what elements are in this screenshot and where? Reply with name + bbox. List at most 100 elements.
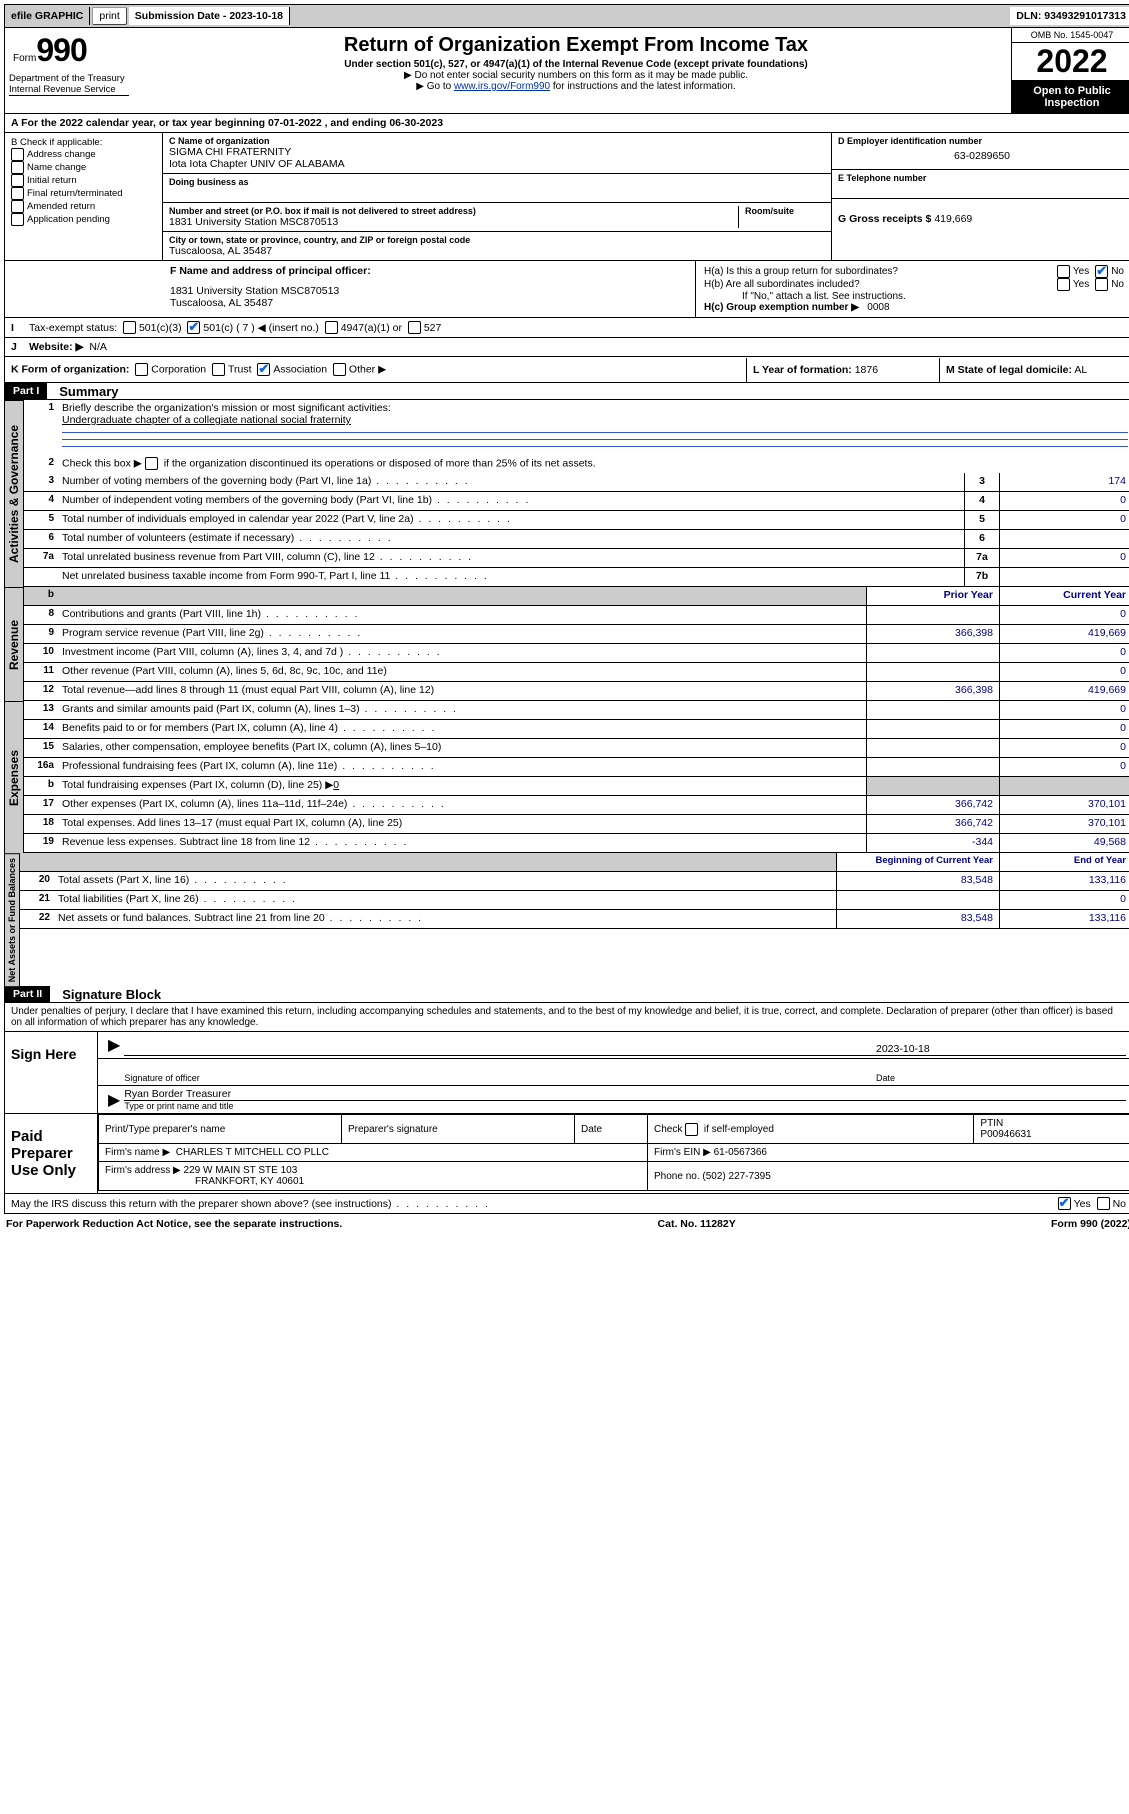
city-state-zip: City or town, state or province, country…	[163, 232, 831, 260]
form-subtitle: Under section 501(c), 527, or 4947(a)(1)…	[149, 59, 1003, 70]
part-1-header: Part I Summary	[4, 383, 1129, 400]
chk-discuss-no[interactable]	[1097, 1197, 1110, 1210]
l8: Contributions and grants (Part VIII, lin…	[58, 606, 866, 624]
arrow-icon-2: ▶	[104, 1090, 124, 1110]
chk-address-change[interactable]	[11, 148, 24, 161]
chk-trust[interactable]	[212, 363, 225, 376]
th-beginning: Beginning of Current Year	[836, 853, 999, 871]
h-preparer-sig: Preparer's signature	[342, 1115, 575, 1144]
l10: Investment income (Part VIII, column (A)…	[58, 644, 866, 662]
year-formation: L Year of formation: 1876	[746, 358, 939, 382]
l17: Other expenses (Part IX, column (A), lin…	[58, 796, 866, 814]
vtab-revenue: Revenue	[4, 587, 24, 701]
discuss-with-preparer: May the IRS discuss this return with the…	[4, 1194, 1129, 1214]
dept-treasury: Department of the Treasury Internal Reve…	[5, 71, 133, 95]
firm-address: Firm's address ▶ 229 W MAIN ST STE 103 F…	[99, 1162, 648, 1191]
chk-4947[interactable]	[325, 321, 338, 334]
street-address: Number and street (or P.O. box if mail i…	[163, 203, 831, 232]
l16a: Professional fundraising fees (Part IX, …	[58, 758, 866, 776]
l15: Salaries, other compensation, employee b…	[58, 739, 866, 757]
h-self-employed: Check if self-employed	[648, 1115, 974, 1144]
chk-ha-yes[interactable]	[1057, 265, 1070, 278]
v4: 0	[999, 492, 1129, 510]
tax-year: 2022	[1012, 43, 1129, 81]
l12: Total revenue—add lines 8 through 11 (mu…	[58, 682, 866, 700]
l9: Program service revenue (Part VIII, line…	[58, 625, 866, 643]
chk-corp[interactable]	[135, 363, 148, 376]
chk-501c3[interactable]	[123, 321, 136, 334]
omb-number: OMB No. 1545-0047	[1012, 28, 1129, 43]
v3: 174	[999, 473, 1129, 491]
l19: Revenue less expenses. Subtract line 18 …	[58, 834, 866, 852]
open-inspection: Open to Public Inspection	[1012, 81, 1129, 113]
note-link: ▶ Go to www.irs.gov/Form990 for instruct…	[149, 81, 1003, 92]
l3: Number of voting members of the governin…	[58, 473, 964, 491]
principal-officer: F Name and address of principal officer:…	[162, 261, 696, 317]
line-a-tax-year: A For the 2022 calendar year, or tax yea…	[4, 114, 1129, 133]
l20: Total assets (Part X, line 16)	[54, 872, 836, 890]
l21: Total liabilities (Part X, line 26)	[54, 891, 836, 909]
chk-discuss-yes[interactable]	[1058, 1197, 1071, 1210]
chk-final-return[interactable]	[11, 187, 24, 200]
h-preparer-name: Print/Type preparer's name	[99, 1115, 342, 1144]
note-ssn: ▶ Do not enter social security numbers o…	[149, 70, 1003, 81]
chk-initial-return[interactable]	[11, 174, 24, 187]
th-prior: Prior Year	[866, 587, 999, 605]
v5: 0	[999, 511, 1129, 529]
org-name: C Name of organization SIGMA CHI FRATERN…	[163, 133, 831, 174]
sig-officer-label: Signature of officer	[124, 1073, 868, 1083]
chk-other[interactable]	[333, 363, 346, 376]
h-a-label: H(a) Is this a group return for subordin…	[704, 266, 1057, 277]
h-c: H(c) Group exemption number ▶ 0008	[704, 302, 1124, 313]
chk-name-change[interactable]	[11, 161, 24, 174]
h-date: Date	[575, 1115, 648, 1144]
th-current: Current Year	[999, 587, 1129, 605]
chk-ha-no[interactable]	[1095, 265, 1108, 278]
l16b: Total fundraising expenses (Part IX, col…	[58, 777, 866, 795]
chk-discontinued[interactable]	[145, 457, 158, 470]
chk-527[interactable]	[408, 321, 421, 334]
l18: Total expenses. Add lines 13–17 (must eq…	[58, 815, 866, 833]
ein: D Employer identification number 63-0289…	[832, 133, 1129, 170]
officer-group-block: F Name and address of principal officer:…	[4, 261, 1129, 318]
line-i-tax-status: I Tax-exempt status: 501(c)(3) 501(c) ( …	[4, 318, 1129, 338]
telephone: E Telephone number	[832, 170, 1129, 199]
page-footer: For Paperwork Reduction Act Notice, see …	[4, 1214, 1129, 1234]
l7b: Net unrelated business taxable income fr…	[58, 568, 964, 586]
chk-application-pending[interactable]	[11, 213, 24, 226]
l22: Net assets or fund balances. Subtract li…	[54, 910, 836, 928]
sign-date: 2023-10-18	[868, 1043, 1126, 1056]
form-number: Form990	[5, 28, 141, 71]
l2: Check this box ▶ if the organization dis…	[58, 455, 1129, 473]
l13: Grants and similar amounts paid (Part IX…	[58, 701, 866, 719]
firm-name: Firm's name ▶ CHARLES T MITCHELL CO PLLC	[99, 1144, 648, 1162]
gross-receipts: G Gross receipts $ 419,669	[832, 199, 1129, 228]
chk-hb-yes[interactable]	[1057, 278, 1070, 291]
firm-ein: Firm's EIN ▶ 61-0567366	[648, 1144, 1129, 1162]
l5: Total number of individuals employed in …	[58, 511, 964, 529]
date-label: Date	[868, 1073, 1126, 1083]
l6: Total number of volunteers (estimate if …	[58, 530, 964, 548]
chk-assoc[interactable]	[257, 363, 270, 376]
top-bar: efile GRAPHIC print Submission Date - 20…	[4, 4, 1129, 28]
h-b-note: If "No," attach a list. See instructions…	[704, 291, 1124, 302]
part-2-header: Part II Signature Block	[4, 986, 1129, 1003]
chk-hb-no[interactable]	[1095, 278, 1108, 291]
l1-label: Briefly describe the organization's miss…	[62, 402, 391, 414]
vtab-governance: Activities & Governance	[4, 400, 24, 587]
name-label: Type or print name and title	[124, 1101, 1126, 1111]
l1-text: Undergraduate chapter of a collegiate na…	[62, 414, 351, 426]
chk-amended-return[interactable]	[11, 200, 24, 213]
state-domicile: M State of legal domicile: AL	[939, 358, 1129, 382]
h-b-label: H(b) Are all subordinates included?	[704, 279, 1057, 290]
l4: Number of independent voting members of …	[58, 492, 964, 510]
chk-501c[interactable]	[187, 321, 200, 334]
submission-date: Submission Date - 2023-10-18	[129, 7, 290, 25]
chk-self-employed[interactable]	[685, 1123, 698, 1136]
form-title: Return of Organization Exempt From Incom…	[149, 34, 1003, 57]
form-header: Form990 Department of the Treasury Inter…	[4, 28, 1129, 114]
irs-link[interactable]: www.irs.gov/Form990	[454, 81, 550, 92]
vtab-expenses: Expenses	[4, 701, 24, 853]
print-button[interactable]: print	[92, 7, 126, 25]
sign-here-block: Sign Here ▶ 2023-10-18 ▶ Signature of of…	[4, 1032, 1129, 1114]
